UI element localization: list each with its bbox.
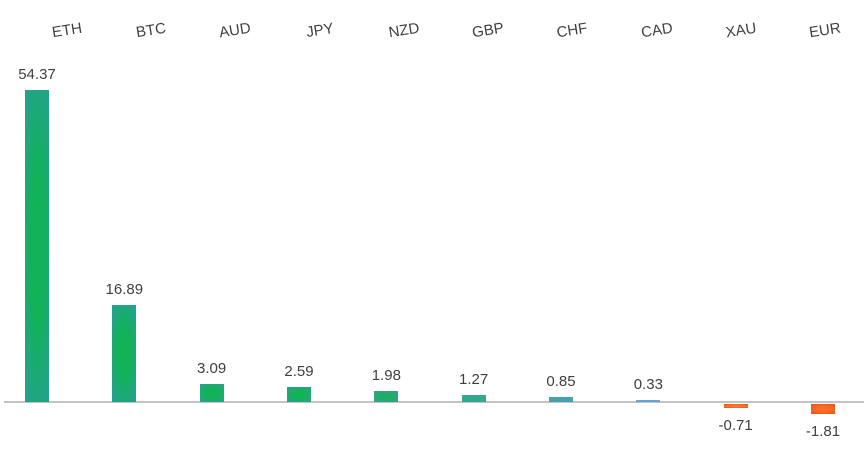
value-label-chf: 0.85 bbox=[546, 373, 576, 391]
category-label-aud: AUD bbox=[218, 19, 253, 42]
bar-aud bbox=[199, 384, 224, 402]
category-label-gbp: GBP bbox=[471, 19, 506, 42]
bar-eur bbox=[811, 404, 835, 415]
bar-gbp bbox=[461, 394, 486, 402]
value-label-btc: 16.89 bbox=[105, 281, 144, 299]
value-label-xau: -0.71 bbox=[718, 417, 753, 435]
value-label-nzd: 1.98 bbox=[371, 366, 401, 384]
bar-jpy bbox=[287, 387, 311, 402]
value-label-eur: -1.81 bbox=[805, 423, 841, 441]
bar-cad bbox=[636, 400, 661, 402]
value-label-aud: 3.09 bbox=[197, 360, 227, 378]
category-label-nzd: NZD bbox=[387, 19, 421, 42]
category-label-eur: EUR bbox=[808, 19, 842, 42]
category-label-btc: BTC bbox=[135, 19, 168, 42]
value-label-gbp: 1.27 bbox=[459, 370, 489, 388]
bar-xau bbox=[723, 404, 748, 409]
value-label-jpy: 2.59 bbox=[284, 363, 314, 381]
category-label-chf: CHF bbox=[555, 19, 589, 42]
bar-eth bbox=[25, 89, 49, 402]
category-label-xau: XAU bbox=[724, 19, 758, 42]
category-label-eth: ETH bbox=[50, 19, 84, 42]
bar-chf bbox=[549, 397, 573, 402]
value-label-eth: 54.37 bbox=[18, 65, 56, 83]
category-label-cad: CAD bbox=[639, 19, 674, 42]
bar-btc bbox=[112, 305, 137, 402]
x-axis-line bbox=[4, 401, 864, 403]
bar-nzd bbox=[374, 390, 399, 402]
value-label-cad: 0.33 bbox=[633, 376, 663, 393]
category-label-jpy: JPY bbox=[304, 19, 335, 42]
